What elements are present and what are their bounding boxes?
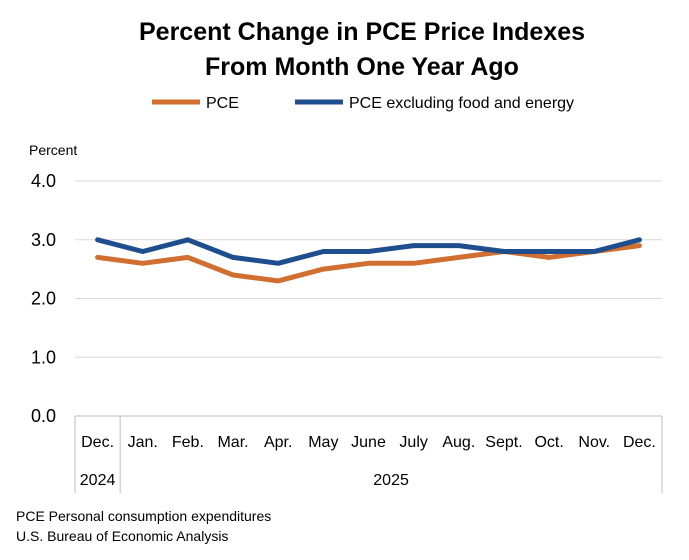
- y-tick-label: 0.0: [31, 406, 56, 426]
- chart-legend: PCE PCE excluding food and energy: [152, 95, 574, 112]
- x-tick-label: Apr.: [264, 434, 292, 451]
- y-tick-label: 2.0: [31, 289, 56, 309]
- gridlines: [75, 180, 662, 358]
- series-line-pce: [95, 243, 642, 284]
- year-label: 2025: [373, 472, 409, 489]
- x-tick-label: Nov.: [578, 434, 610, 451]
- x-axis-frame: [74, 415, 663, 493]
- x-tick-label: Dec.: [81, 434, 114, 451]
- y-axis-unit-label: Percent: [29, 142, 77, 158]
- x-tick-label: Sept.: [485, 434, 522, 451]
- chart-title: Percent Change in PCE Price Indexes From …: [139, 18, 585, 81]
- chart-title-line-2: From Month One Year Ago: [205, 53, 519, 81]
- x-tick-label: Feb.: [172, 434, 204, 451]
- x-axis-ticks: Dec. Jan. Feb. Mar. Apr. May June July Aug. Sept.…: [81, 434, 656, 451]
- x-tick-label: Aug.: [442, 434, 475, 451]
- x-axis-years: 2024 2025: [80, 472, 409, 489]
- x-tick-label: Jan.: [128, 434, 158, 451]
- x-tick-label: May: [308, 434, 338, 451]
- x-tick-label: Oct.: [534, 434, 563, 451]
- legend-label-2: PCE excluding food and energy: [349, 95, 574, 112]
- series-line-pce-core: [95, 237, 642, 266]
- data-series: [95, 237, 642, 284]
- year-label: 2024: [80, 472, 116, 489]
- y-axis-ticks: 0.0 1.0 2.0 3.0 4.0: [31, 171, 56, 426]
- chart-title-line-1: Percent Change in PCE Price Indexes: [139, 18, 585, 46]
- y-tick-label: 4.0: [31, 171, 56, 191]
- footer-source: U.S. Bureau of Economic Analysis: [16, 528, 228, 544]
- x-tick-label: July: [399, 434, 427, 451]
- x-tick-label: Dec.: [623, 434, 656, 451]
- x-tick-label: June: [351, 434, 386, 451]
- y-tick-label: 3.0: [31, 230, 56, 250]
- y-tick-label: 1.0: [31, 347, 56, 367]
- footer-note: PCE Personal consumption expenditures: [16, 508, 271, 524]
- x-tick-label: Mar.: [217, 434, 248, 451]
- legend-label-1: PCE: [206, 95, 239, 112]
